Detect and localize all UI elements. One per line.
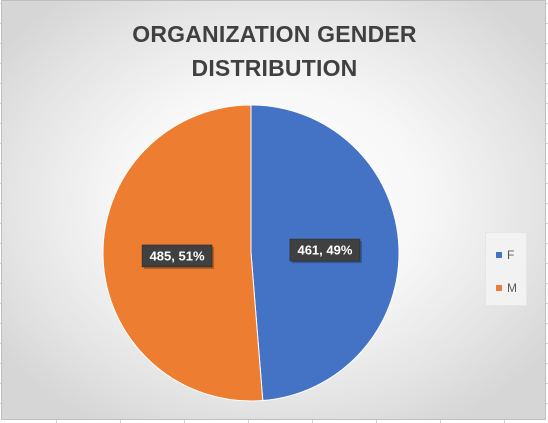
legend-swatch-m [496,285,502,291]
data-label-box-f [289,238,361,262]
legend[interactable]: F M [485,232,527,306]
legend-item-m[interactable]: M [496,281,517,295]
data-label-m[interactable]: 485, 51% [141,244,215,269]
data-label-f[interactable]: 461, 49% [289,238,362,264]
chart-title-line-2: DISTRIBUTION [191,55,358,81]
legend-label-m: M [507,281,517,295]
legend-item-f[interactable]: F [496,248,514,262]
chart-title-line-1: ORGANIZATION GENDER [132,21,417,47]
chart-title[interactable]: ORGANIZATION GENDER DISTRIBUTION [2,17,547,85]
data-label-text-m: 485, 51% [150,248,205,263]
legend-label-f: F [507,248,515,262]
data-label-box-m [141,244,213,268]
legend-swatch-f [496,252,502,258]
data-label-text-f: 461, 49% [297,243,352,258]
